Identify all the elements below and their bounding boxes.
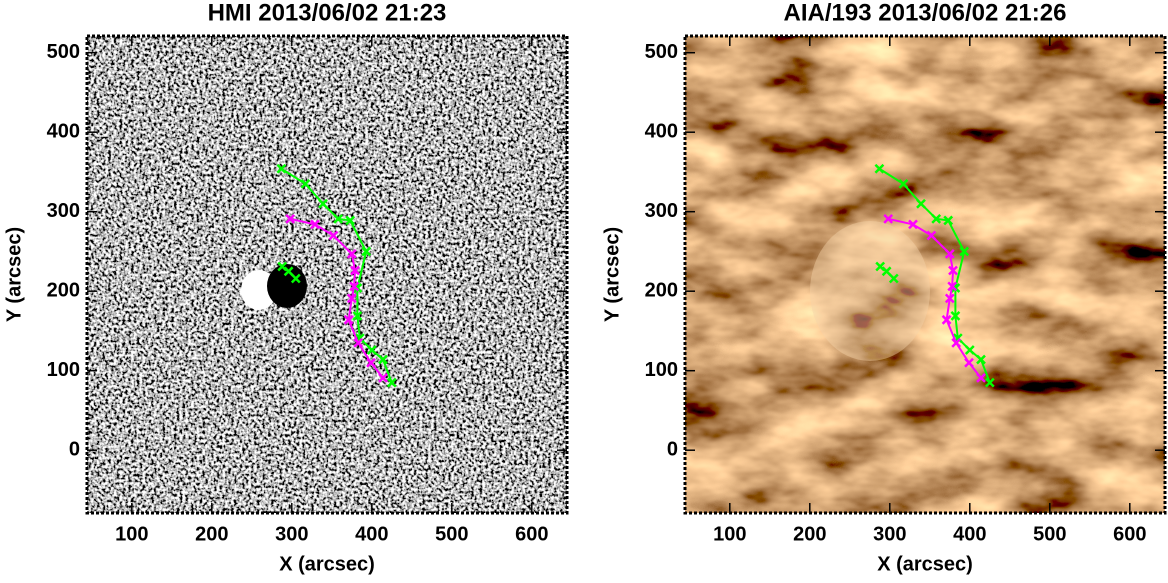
point-marker (959, 246, 970, 257)
point-marker (976, 354, 986, 365)
point-marker (874, 163, 885, 174)
x-axis-label: X (arcsec) (877, 553, 973, 575)
point-marker (366, 345, 377, 355)
chart-title: AIA/193 2013/06/02 21:26 (784, 0, 1067, 26)
point-marker (345, 215, 356, 226)
x-tick-label: 500 (435, 523, 468, 545)
y-tick-label: 100 (47, 359, 80, 381)
point-marker (964, 357, 974, 368)
x-tick-label: 500 (1033, 523, 1066, 545)
point-marker (328, 230, 339, 241)
point-marker (333, 213, 344, 224)
y-axis-label: Y (arcsec) (601, 227, 623, 322)
point-marker (926, 230, 937, 241)
x-tick-label: 300 (275, 523, 308, 545)
panel (87, 36, 567, 513)
panel (685, 36, 1165, 513)
x-tick-label: 100 (115, 523, 148, 545)
x-tick-label: 400 (355, 523, 388, 545)
y-tick-label: 300 (47, 200, 80, 222)
point-marker (346, 248, 357, 259)
x-tick-label: 300 (873, 523, 906, 545)
y-tick-label: 0 (69, 438, 80, 460)
point-marker (349, 281, 360, 292)
point-marker (883, 213, 894, 224)
y-tick-label: 200 (47, 279, 80, 301)
y-tick-label: 100 (645, 359, 678, 381)
image-background (87, 36, 567, 513)
plot-frame (683, 34, 1167, 515)
sunspot-black (267, 264, 307, 308)
x-tick-label: 200 (793, 523, 826, 545)
point-marker (888, 273, 899, 284)
y-tick-label: 300 (645, 200, 678, 222)
point-marker (898, 178, 909, 189)
point-marker (285, 213, 296, 224)
y-tick-label: 500 (645, 41, 678, 63)
y-tick-label: 0 (667, 438, 678, 460)
point-marker (931, 213, 942, 224)
point-marker (947, 281, 958, 292)
point-marker (283, 266, 294, 277)
x-tick-label: 200 (195, 523, 228, 545)
point-marker (318, 198, 328, 209)
x-tick-label: 400 (953, 523, 986, 545)
point-marker (350, 265, 360, 276)
point-marker (300, 178, 311, 189)
point-marker (943, 215, 954, 226)
point-marker (916, 198, 926, 209)
point-marker (881, 266, 892, 277)
point-marker (908, 219, 918, 230)
point-marker (361, 246, 372, 257)
point-marker (366, 357, 376, 368)
point-marker (310, 219, 320, 230)
point-marker (951, 337, 962, 348)
chart-title: HMI 2013/06/02 21:23 (208, 0, 447, 26)
point-marker (346, 293, 357, 304)
image-background (685, 36, 1165, 513)
x-axis-label: X (arcsec) (279, 553, 375, 575)
point-marker (944, 293, 955, 304)
x-tick-label: 600 (515, 523, 548, 545)
point-marker (976, 372, 986, 383)
point-marker (944, 248, 955, 259)
point-marker (352, 310, 363, 321)
point-marker (290, 273, 301, 284)
plot-frame (85, 34, 569, 515)
y-axis-label: Y (arcsec) (3, 227, 25, 322)
y-tick-label: 400 (47, 120, 80, 142)
bright-loops (810, 221, 930, 361)
y-tick-label: 200 (645, 279, 678, 301)
point-marker (964, 345, 975, 355)
point-marker (378, 372, 388, 383)
point-marker (276, 163, 287, 174)
point-marker (378, 354, 388, 365)
point-marker (948, 265, 958, 276)
point-marker (343, 314, 354, 325)
point-marker (386, 377, 397, 388)
point-marker (950, 310, 961, 321)
point-marker (941, 314, 952, 325)
point-marker (353, 337, 364, 348)
x-tick-label: 100 (713, 523, 746, 545)
y-tick-label: 500 (47, 41, 80, 63)
x-tick-label: 600 (1113, 523, 1146, 545)
point-marker (984, 377, 995, 388)
y-tick-label: 400 (645, 120, 678, 142)
